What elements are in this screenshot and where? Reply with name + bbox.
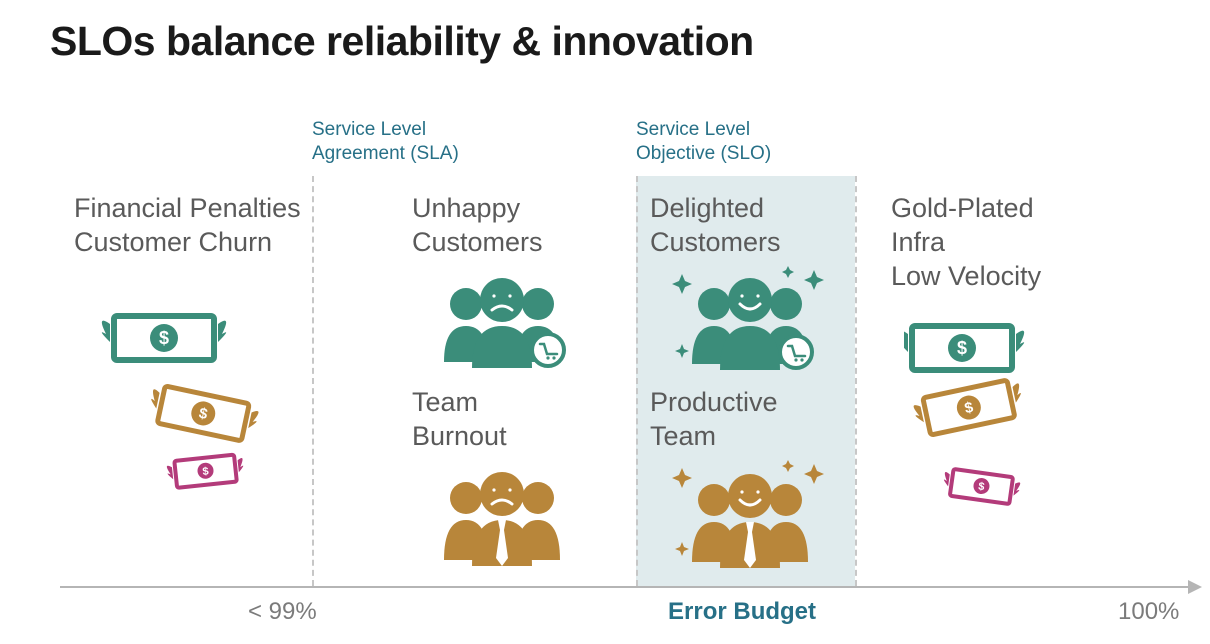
zone-goldplated-line1: Gold-Plated <box>891 193 1034 223</box>
zone-penalty-label: Financial Penalties Customer Churn <box>74 192 301 260</box>
sla-divider-label: Service Level Agreement (SLA) <box>312 118 459 166</box>
axis-center-text: Error Budget <box>668 598 816 625</box>
zone-productive-line1: Productive <box>650 387 778 417</box>
svg-text:$: $ <box>202 465 209 478</box>
zone-goldplated-line3: Low Velocity <box>891 261 1041 291</box>
zone-unhappy-line2: Customers <box>412 227 543 257</box>
flying-money-right-icon: $ $ $ <box>904 314 1114 534</box>
page-title: SLOs balance reliability & innovation <box>50 18 754 65</box>
team-burnout-icon <box>432 466 572 566</box>
axis-right-text: 100% <box>1118 598 1179 625</box>
slo-divider-line-left <box>636 176 638 586</box>
sla-divider-line <box>312 176 314 586</box>
zone-penalty-line1: Financial Penalties <box>74 193 301 223</box>
axis-right-label: 100% <box>1118 598 1179 626</box>
zone-delighted-line1: Delighted <box>650 193 764 223</box>
unhappy-customers-icon <box>432 272 572 372</box>
reliability-axis <box>60 586 1200 588</box>
zone-burnout-line1: Team <box>412 387 478 417</box>
axis-left-label: < 99% <box>248 598 317 626</box>
zone-burnout-line2: Burnout <box>412 421 507 451</box>
page-title-text: SLOs balance reliability & innovation <box>50 18 754 64</box>
zone-penalty-line2: Customer Churn <box>74 227 272 257</box>
sla-label-line2: Agreement (SLA) <box>312 143 459 164</box>
slo-label-line2: Objective (SLO) <box>636 143 771 164</box>
zone-delighted-line2: Customers <box>650 227 781 257</box>
svg-text:$: $ <box>957 338 967 358</box>
productive-team-icon <box>668 458 828 570</box>
zone-burnout-label: Team Burnout <box>412 386 507 454</box>
zone-unhappy-label: Unhappy Customers <box>412 192 543 260</box>
zone-goldplated-label: Gold-Plated Infra Low Velocity <box>891 192 1041 293</box>
axis-left-text: < 99% <box>248 598 317 625</box>
zone-unhappy-line1: Unhappy <box>412 193 520 223</box>
zone-productive-line2: Team <box>650 421 716 451</box>
slo-divider-label: Service Level Objective (SLO) <box>636 118 771 166</box>
slo-divider-line-right <box>855 176 857 586</box>
sla-label-line1: Service Level <box>312 119 426 140</box>
zone-delighted-label: Delighted Customers <box>650 192 781 260</box>
svg-text:$: $ <box>159 328 169 348</box>
slo-label-line1: Service Level <box>636 119 750 140</box>
flying-money-left-icon: $ $ $ <box>96 300 306 530</box>
delighted-customers-icon <box>668 264 828 374</box>
zone-productive-label: Productive Team <box>650 386 778 454</box>
zone-goldplated-line2: Infra <box>891 227 945 257</box>
axis-center-label: Error Budget <box>668 598 816 626</box>
